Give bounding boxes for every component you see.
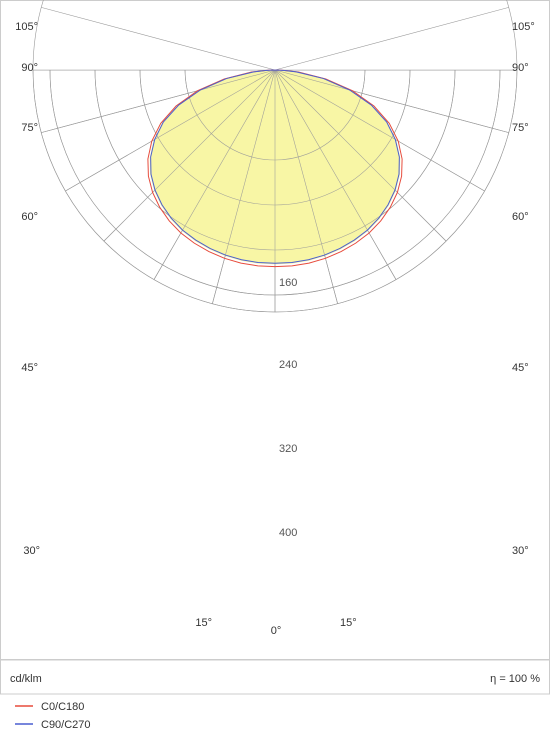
ring-label: 240 [279, 359, 297, 371]
legend-label: C90/C270 [41, 719, 91, 731]
polar-chart-svg: 160 240 320 400 0° 15° 15° 30° 30° 45° 45° 60° 60° 75… [0, 0, 550, 750]
polar-chart-container: { "meta": { "width": 550, "height": 750,… [0, 0, 550, 750]
ring-label: 320 [279, 443, 297, 455]
angle-label: 45° [21, 362, 38, 374]
angle-label: 15° [195, 617, 212, 629]
angle-label: 75° [512, 122, 529, 134]
angle-label: 60° [512, 211, 529, 223]
angle-label: 15° [340, 617, 357, 629]
angle-label: 105° [512, 21, 535, 33]
angle-label: 0° [271, 625, 282, 637]
unit-label: cd/klm [10, 673, 42, 685]
ring-label: 400 [279, 527, 297, 539]
angle-label: 60° [21, 211, 38, 223]
angle-label: 90° [21, 62, 38, 74]
angle-label: 30° [512, 545, 529, 557]
angle-label: 90° [512, 62, 529, 74]
angle-label: 105° [15, 21, 38, 33]
angle-label: 75° [21, 122, 38, 134]
efficiency-label: η = 100 % [490, 673, 540, 685]
angle-label: 45° [512, 362, 529, 374]
ring-label: 160 [279, 277, 297, 289]
angle-label: 30° [23, 545, 40, 557]
legend-label: C0/C180 [41, 701, 84, 713]
